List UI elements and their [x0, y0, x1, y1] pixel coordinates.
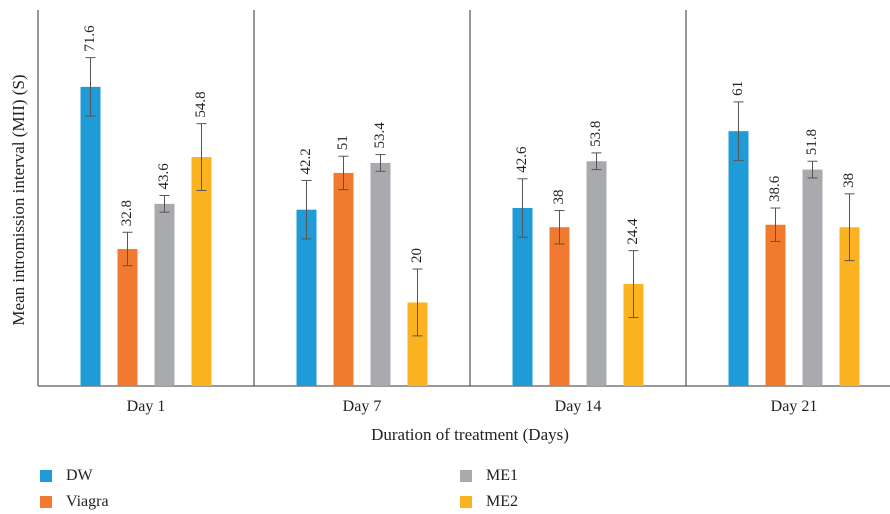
bar	[333, 172, 354, 386]
bar	[80, 86, 101, 387]
bar	[765, 224, 786, 386]
data-label: 53.4	[372, 122, 388, 149]
data-label: 32.8	[119, 200, 135, 226]
data-label: 51	[335, 135, 351, 150]
data-label: 43.6	[156, 163, 172, 190]
bar	[370, 162, 391, 386]
bar	[586, 161, 607, 386]
data-label: 38	[841, 173, 857, 188]
data-label: 38.6	[767, 175, 783, 202]
bar	[623, 284, 644, 386]
data-label: 53.8	[588, 121, 604, 147]
data-label: 42.2	[298, 148, 314, 174]
data-label: 20	[409, 248, 425, 263]
bar	[549, 227, 570, 386]
x-tick-label: Day 14	[555, 398, 602, 415]
data-label: 71.6	[82, 25, 98, 52]
bar	[296, 209, 317, 386]
data-label: 38	[551, 190, 567, 205]
bar	[728, 131, 749, 386]
bar	[512, 208, 533, 386]
x-tick-label: Day 21	[771, 398, 818, 415]
y-axis-label: Mean intromission interval (MII) (S)	[9, 74, 28, 325]
bar	[802, 169, 823, 386]
bar	[407, 302, 428, 386]
x-axis-label: Duration of treatment (Days)	[371, 425, 569, 444]
x-tick-label: Day 1	[127, 398, 166, 415]
bar	[191, 157, 212, 386]
x-tick-label: Day 7	[343, 398, 382, 415]
data-label: 24.4	[625, 218, 641, 245]
data-label: 51.8	[804, 129, 820, 155]
plot-area: Day 1 71.6 32.8 43.6 54.8 Day 7 42.2 51 53.4 20 Da…	[37, 10, 890, 415]
data-label: 61	[730, 81, 746, 96]
bar	[154, 203, 175, 386]
data-label: 54.8	[193, 91, 209, 117]
bar	[117, 248, 138, 386]
data-label: 42.6	[514, 146, 530, 173]
bar	[839, 227, 860, 386]
